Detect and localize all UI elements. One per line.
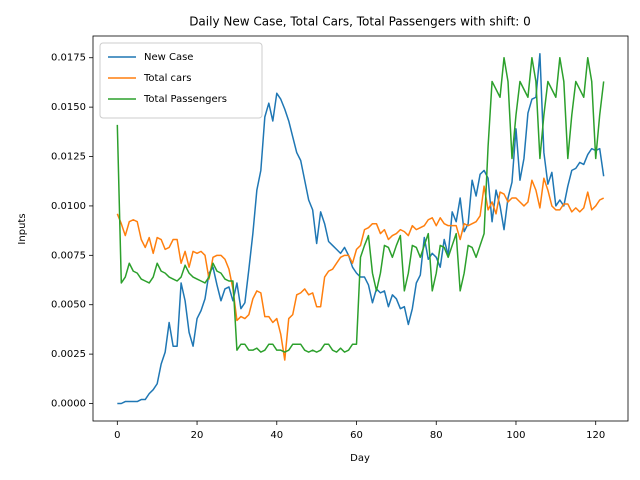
x-tick-label: 120 [586,430,605,441]
x-tick-label: 40 [270,430,283,441]
legend-label: Total cars [143,73,191,84]
y-tick-label: 0.0175 [51,53,86,64]
legend: New Case Total cars Total Passengers [99,42,263,119]
data-line [116,177,605,361]
data-line [117,53,605,405]
y-tick-label: 0.0000 [51,399,86,410]
legend-box [99,42,263,119]
y-tick-label: 0.0125 [51,152,86,163]
chart-title: Daily New Case, Total Cars, Total Passen… [189,15,531,29]
y-tick-label: 0.0025 [51,349,86,360]
x-tick-label: 100 [506,430,525,441]
legend-label: New Case [144,52,193,63]
data-line [116,56,605,353]
y-tick-label: 0.0100 [51,201,86,212]
y-axis-label: Inputs [17,213,28,244]
y-tick-label: 0.0150 [51,102,86,113]
y-tick-label: 0.0075 [51,250,86,261]
x-tick-label: 60 [350,430,363,441]
x-tick-label: 0 [114,430,120,441]
x-tick-label: 20 [191,430,204,441]
x-tick-label: 80 [430,430,443,441]
plot-frame [92,35,629,422]
x-axis-label: Day [350,453,370,464]
y-tick-label: 0.0050 [51,300,86,311]
legend-label: Total Passengers [143,94,227,105]
